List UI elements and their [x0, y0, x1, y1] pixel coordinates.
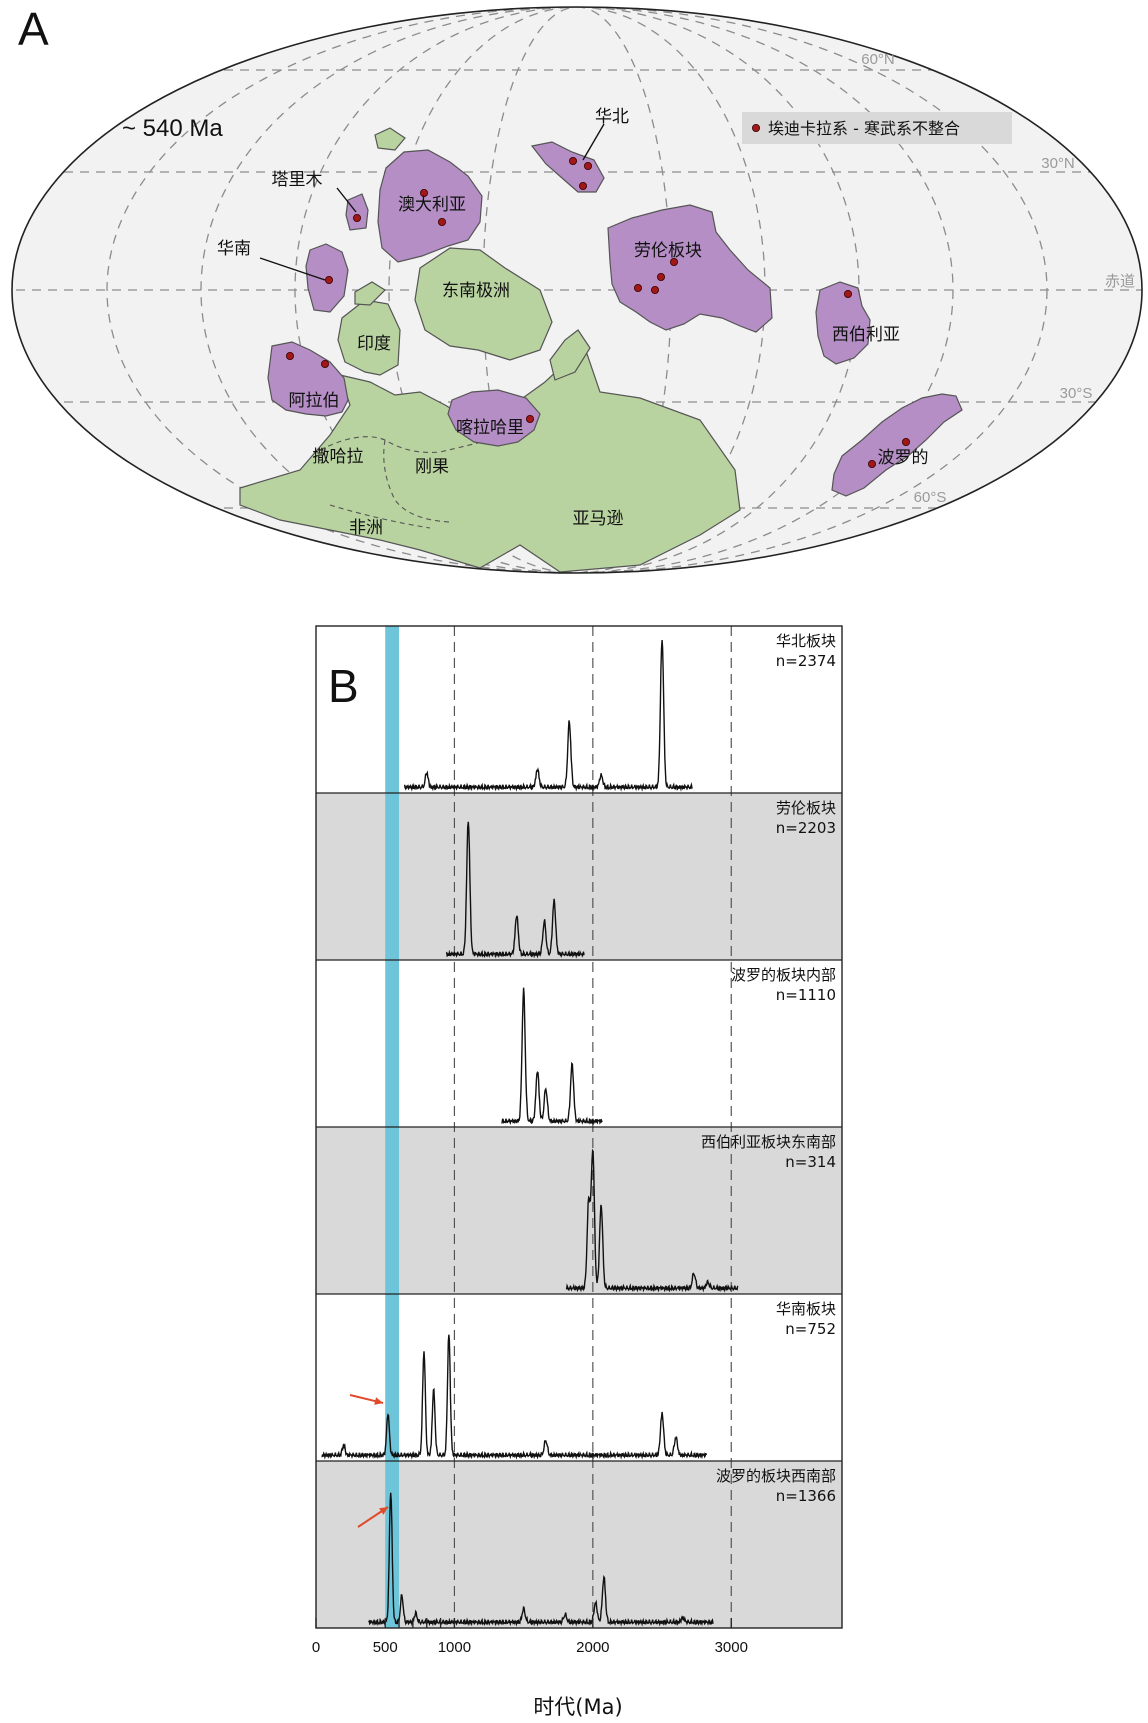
- plot-frame: [315, 625, 843, 1629]
- panel-count-3: n=314: [785, 1153, 836, 1171]
- curve-5: [368, 1492, 714, 1627]
- x-tick-label-500: 500: [373, 1639, 398, 1656]
- panel-bg-2: [316, 960, 842, 1127]
- panel-a-letter: A: [18, 3, 49, 55]
- arrow-head-0: [374, 1397, 383, 1405]
- panel-count-5: n=1366: [776, 1487, 836, 1505]
- x-tick-label-0: 0: [312, 1639, 320, 1656]
- arrow-head-1: [379, 1507, 388, 1515]
- x-tick-label-1000: 1000: [438, 1639, 471, 1656]
- siberia-shape: [815, 281, 871, 365]
- gondwana-sliver-2: [374, 127, 406, 151]
- gondwana-landmass: [239, 127, 741, 573]
- panel-bg-3: [316, 1127, 842, 1294]
- india-shape: [337, 299, 401, 376]
- gondwana-sliver-3: [549, 329, 591, 381]
- gondwana-main: [239, 347, 741, 573]
- legend-label: 埃迪卡拉系 - 寒武系不整合: [768, 119, 960, 138]
- panel-name-2: 波罗的板块内部: [731, 966, 836, 984]
- curve-1: [445, 821, 585, 959]
- label-baltica: 波罗的: [878, 448, 929, 468]
- label-south-china: 华南: [217, 239, 251, 259]
- spectra-curves: [321, 639, 739, 1627]
- panel-bg-0: [316, 626, 842, 793]
- leader-lines: [259, 123, 605, 281]
- age-label: ~ 540 Ma: [122, 115, 223, 142]
- curve-3: [565, 1148, 739, 1293]
- label-siberia: 西伯利亚: [832, 325, 900, 345]
- label-sahara: 撒哈拉: [313, 447, 364, 467]
- panel-name-5: 波罗的板块西南部: [716, 1467, 836, 1485]
- panel-dividers: [316, 792, 842, 1462]
- panel-name-4: 华南板块: [776, 1300, 836, 1318]
- baltica-shape: [831, 393, 963, 497]
- panel-backgrounds: [316, 626, 842, 1628]
- panel-name-3: 西伯利亚板块东南部: [701, 1133, 836, 1151]
- lat-label-equator: 赤道: [1105, 273, 1135, 290]
- globe-outline: [11, 6, 1143, 574]
- curve-0: [403, 639, 693, 792]
- panel-bg-4: [316, 1294, 842, 1461]
- panel-b-letter: B: [328, 660, 359, 712]
- label-india: 印度: [357, 334, 391, 354]
- craton-boundaries: [319, 436, 491, 529]
- legend-dot: [752, 124, 761, 133]
- label-east-antarctica: 东南极洲: [442, 281, 510, 301]
- panel-bg-5: [316, 1461, 842, 1628]
- east-antarctica-shape: [414, 247, 553, 361]
- label-laurentia: 劳伦板块: [634, 241, 702, 261]
- lat-label-30n: 30°N: [1041, 155, 1075, 172]
- panel-name-1: 劳伦板块: [776, 799, 836, 817]
- label-kalahari: 喀拉哈里: [456, 418, 524, 438]
- label-arabia: 阿拉伯: [289, 391, 340, 411]
- latitude-labels: 60°N 30°N 赤道 30°S 60°S: [861, 51, 1135, 506]
- lat-label-30s: 30°S: [1060, 385, 1093, 402]
- label-congo: 刚果: [415, 457, 449, 477]
- lat-label-60s: 60°S: [914, 489, 947, 506]
- panel-b: 华北板块 n=2374 劳伦板块 n=2203 波罗的板块内部 n=1110 西伯利亚板块东…: [312, 625, 843, 1719]
- legend-box: [742, 112, 1012, 144]
- panel-count-4: n=752: [785, 1320, 836, 1338]
- block-labels: 华北 塔里木 澳大利亚 华南 劳伦板块 西伯利亚 阿拉伯 喀拉哈里 波罗的 印度…: [217, 107, 929, 538]
- panel-name-0: 华北板块: [776, 632, 836, 650]
- label-amazonia: 亚马逊: [573, 509, 624, 529]
- panel-count-1: n=2203: [776, 819, 836, 837]
- gondwana-sliver-1: [354, 281, 386, 306]
- label-australia: 澳大利亚: [398, 195, 466, 215]
- curve-4: [321, 1334, 707, 1460]
- arabia-shape: [267, 341, 349, 417]
- label-tarim: 塔里木: [272, 170, 323, 190]
- panel-a: A: [11, 3, 1143, 574]
- map-legend: 埃迪卡拉系 - 寒武系不整合: [742, 112, 1012, 144]
- purple-blocks: [267, 141, 963, 497]
- curve-2: [501, 987, 603, 1126]
- x-axis-title: 时代(Ma): [533, 1695, 622, 1719]
- x-tick-label-3000: 3000: [715, 1639, 748, 1656]
- arrows: [349, 1394, 389, 1528]
- panel-bg-1: [316, 793, 842, 960]
- australia-shape: [377, 149, 483, 263]
- lat-label-60n: 60°N: [861, 51, 895, 68]
- panel-count-0: n=2374: [776, 652, 836, 670]
- unconformity-dots: [285, 156, 911, 468]
- panel-titles: 华北板块 n=2374 劳伦板块 n=2203 波罗的板块内部 n=1110 西伯利亚板块东…: [701, 632, 836, 1505]
- kalahari-shape: [447, 389, 541, 447]
- tarim-shape: [345, 193, 369, 231]
- label-africa: 非洲: [349, 518, 383, 538]
- x-axis: 0 500 1000 2000 3000: [312, 1618, 748, 1656]
- laurentia-shape: [607, 204, 773, 333]
- north-china-shape: [530, 141, 605, 193]
- x-tick-label-2000: 2000: [576, 1639, 609, 1656]
- panel-count-2: n=1110: [776, 986, 836, 1004]
- label-north-china: 华北: [595, 107, 629, 127]
